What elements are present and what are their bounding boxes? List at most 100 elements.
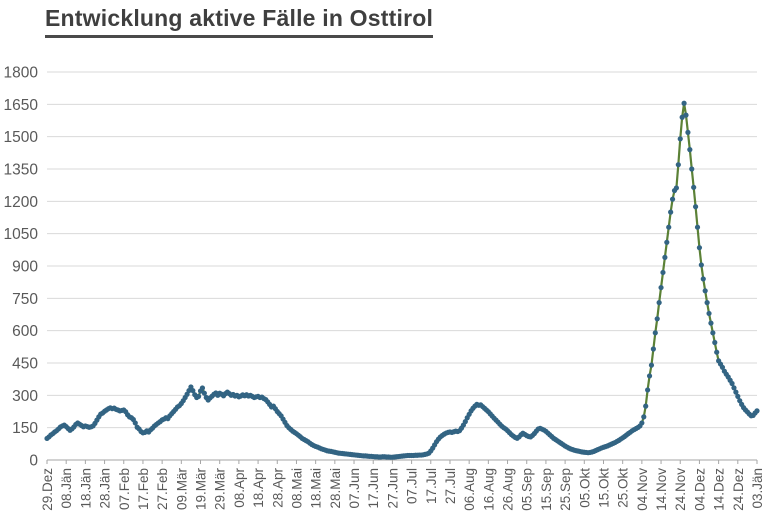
- x-tick-label: 17.Feb: [136, 468, 151, 510]
- data-point-marker: [689, 166, 695, 172]
- y-tick-label: 1800: [4, 65, 39, 82]
- x-tick-label: 28.Jän: [98, 468, 113, 509]
- x-tick-label: 18.Jän: [78, 468, 93, 509]
- data-point-marker: [733, 389, 739, 395]
- data-point-marker: [656, 300, 662, 306]
- data-point-marker: [658, 284, 664, 291]
- data-point-marker: [190, 387, 196, 394]
- x-tick-label: 08.Mai: [289, 468, 304, 509]
- data-point-marker: [694, 224, 701, 230]
- data-point-marker: [646, 373, 653, 379]
- data-point-marker: [201, 390, 207, 396]
- y-tick-label: 150: [12, 420, 38, 437]
- series-active-cases-line: [45, 102, 759, 459]
- data-point-marker: [754, 408, 760, 414]
- x-tick-label: 24.Nov: [673, 468, 688, 511]
- x-tick-label: 24.Dez: [731, 468, 746, 511]
- data-point-marker: [735, 393, 741, 400]
- series-active-cases-markers: [44, 100, 760, 460]
- data-point-marker: [648, 362, 655, 368]
- y-tick-label: 1050: [4, 226, 39, 243]
- x-tick-label: 14.Nov: [654, 468, 669, 511]
- data-point-marker: [681, 100, 687, 106]
- x-tick-label: 07.Feb: [117, 468, 132, 510]
- data-point-marker: [666, 224, 672, 230]
- x-tick-label: 07.Jul: [405, 468, 420, 504]
- x-tick-label: 05.Okt: [577, 468, 592, 508]
- y-tick-label: 1650: [4, 97, 39, 114]
- data-point-marker: [719, 364, 726, 370]
- data-point-marker: [685, 129, 691, 135]
- data-point-marker: [662, 254, 668, 260]
- x-tick-label: 17.Jun: [366, 468, 381, 509]
- x-tick-label: 27.Jul: [443, 468, 458, 504]
- data-point-marker: [706, 310, 712, 317]
- data-point-marker: [729, 380, 735, 387]
- x-tick-label: 25.Sep: [558, 468, 573, 511]
- y-tick-label: 1200: [4, 194, 39, 211]
- x-tick-label: 15.Okt: [596, 468, 611, 508]
- data-point-marker: [683, 112, 689, 118]
- data-point-marker: [675, 162, 681, 168]
- x-tick-label: 25.Okt: [616, 468, 631, 508]
- x-tick-label: 28.Mai: [328, 468, 343, 509]
- data-point-marker: [195, 393, 202, 400]
- y-axis-tick-labels: 0 150 300 450 600 750 900 1050 1200 1350 1500 1650 1…: [4, 65, 39, 470]
- x-axis-tick-labels: 29.Dez 08.Jän 18.Jän 28.Jän 07.Feb 17.Feb 27.F…: [40, 468, 765, 511]
- data-point-marker: [654, 316, 660, 322]
- data-point-marker: [704, 300, 710, 306]
- y-tick-label: 450: [12, 356, 38, 373]
- data-point-marker: [687, 147, 693, 153]
- y-tick-label: 600: [12, 323, 38, 340]
- x-tick-label: 18.Mai: [309, 468, 324, 509]
- data-point-marker: [462, 419, 468, 425]
- x-tick-label: 03.Jän: [750, 468, 765, 509]
- x-tick-label: 15.Sep: [539, 468, 554, 511]
- x-tick-label: 29.Mär: [213, 468, 228, 511]
- data-point-marker: [652, 330, 658, 336]
- x-tick-label: 09.Mär: [174, 468, 189, 511]
- data-point-marker: [645, 387, 651, 393]
- data-point-marker: [700, 276, 706, 282]
- x-tick-label: 18.Apr: [251, 468, 266, 508]
- y-gridlines: [47, 71, 757, 461]
- data-point-marker: [698, 262, 704, 268]
- x-tick-label: 04.Nov: [635, 468, 650, 511]
- data-point-marker: [702, 288, 708, 294]
- y-tick-label: 900: [12, 259, 38, 276]
- x-tick-label: 08.Apr: [232, 468, 247, 508]
- data-point-marker: [668, 209, 674, 215]
- x-tick-label: 04.Dez: [692, 468, 707, 511]
- x-tick-label: 19.Mär: [194, 468, 209, 511]
- data-point-marker: [643, 403, 649, 409]
- data-point-marker: [710, 330, 716, 336]
- data-point-marker: [712, 339, 718, 346]
- data-point-marker: [132, 420, 138, 426]
- x-tick-label: 08.Jän: [59, 468, 74, 509]
- x-axis-ticks: [46, 460, 758, 464]
- data-point-marker: [669, 196, 676, 202]
- data-point-marker: [679, 114, 685, 120]
- x-tick-label: 07.Jun: [347, 468, 362, 509]
- page-title: Entwicklung aktive Fälle in Osttirol: [45, 5, 434, 38]
- x-tick-label: 17.Jul: [424, 468, 439, 504]
- y-tick-label: 1350: [4, 162, 39, 179]
- y-tick-label: 300: [12, 388, 38, 405]
- y-tick-label: 1500: [4, 129, 39, 146]
- x-tick-label: 28.Apr: [270, 468, 285, 508]
- x-tick-label: 29.Dez: [40, 468, 55, 511]
- data-point-marker: [714, 349, 720, 355]
- data-point-marker: [731, 385, 737, 391]
- x-tick-label: 27.Feb: [155, 468, 170, 510]
- x-tick-label: 14.Dez: [712, 468, 727, 511]
- data-point-marker: [639, 420, 645, 426]
- data-point-marker: [691, 184, 697, 190]
- data-point-marker: [650, 346, 656, 352]
- x-tick-label: 26.Aug: [501, 468, 516, 511]
- data-point-marker: [660, 269, 666, 276]
- data-point-marker: [692, 204, 699, 210]
- data-point-marker: [673, 185, 680, 191]
- x-tick-label: 05.Sep: [520, 468, 535, 511]
